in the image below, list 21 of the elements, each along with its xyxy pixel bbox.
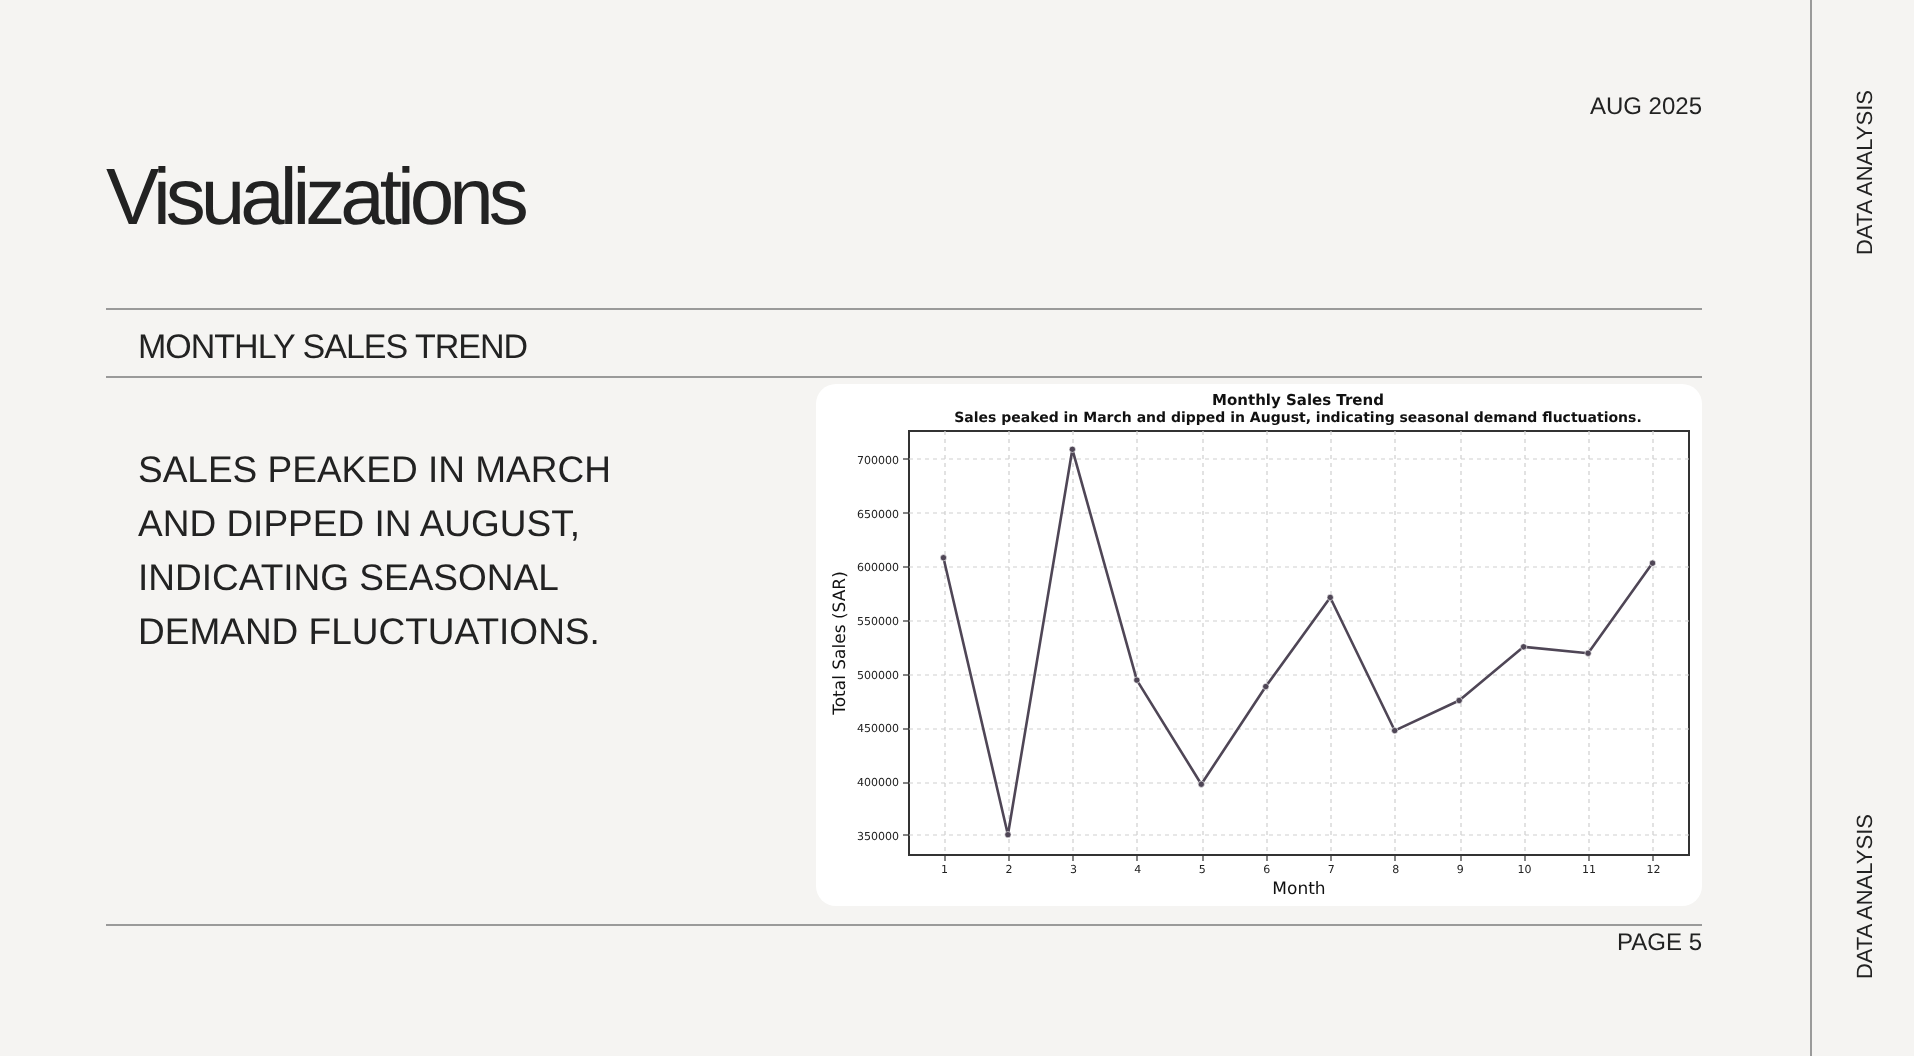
text: DATA ANALYSIS	[1852, 90, 1880, 256]
text: SALES PEAKED IN MARCH AND DIPPED IN AUGUST, INDICATING SEASONAL DEMAND FLUCTUATIONS.	[138, 446, 613, 656]
point	[1391, 727, 1399, 735]
point	[1455, 697, 1463, 704]
point	[1262, 683, 1270, 690]
point	[1004, 831, 1012, 839]
text: Visualizations	[106, 152, 524, 244]
text: MONTHLY SALES TREND	[138, 328, 528, 368]
point	[1520, 643, 1528, 651]
point	[1326, 594, 1334, 601]
text: AUG 2025	[1589, 92, 1702, 120]
point	[1584, 649, 1592, 657]
point	[1197, 780, 1205, 788]
point	[939, 554, 947, 562]
text: DATA ANALYSIS	[1852, 814, 1880, 980]
y-axis-title: Total Sales (SAR)	[831, 571, 852, 717]
text: PAGE 5	[1617, 928, 1702, 956]
x-axis-title: Month	[1272, 880, 1326, 900]
point	[1133, 676, 1141, 684]
point	[1068, 445, 1076, 453]
point	[1649, 559, 1657, 567]
